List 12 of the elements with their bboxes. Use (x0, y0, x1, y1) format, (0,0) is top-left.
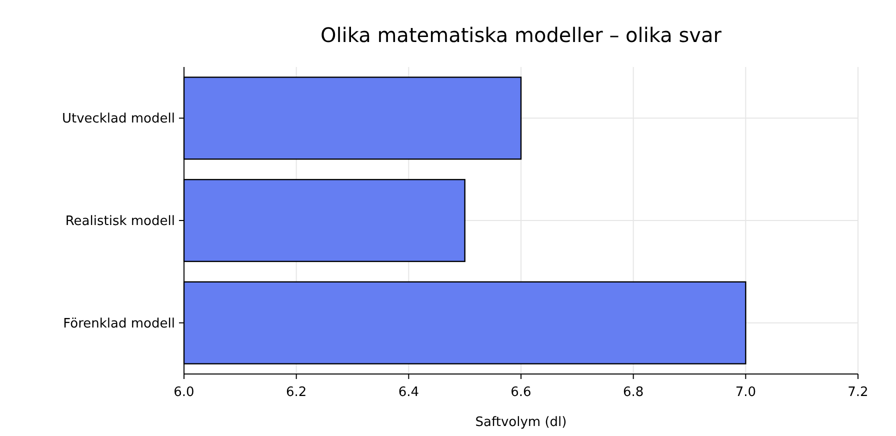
x-tick-label: 6.6 (510, 385, 532, 400)
x-axis-title: Saftvolym (dl) (475, 415, 567, 430)
y-tick-label: Förenklad modell (63, 316, 175, 332)
y-tick-label: Realistisk modell (65, 214, 175, 230)
x-tick-label: 6.4 (398, 385, 420, 400)
x-tick-label: 6.0 (174, 385, 194, 400)
x-tick-label: 6.2 (286, 385, 307, 400)
x-tick-label: 7.0 (735, 385, 756, 400)
y-tick-label: Utvecklad modell (62, 112, 175, 127)
x-tick-label: 7.2 (848, 385, 868, 400)
x-tick-label: 6.8 (622, 385, 644, 400)
chart-title: Olika matematiska modeller – olika svar (320, 23, 722, 47)
